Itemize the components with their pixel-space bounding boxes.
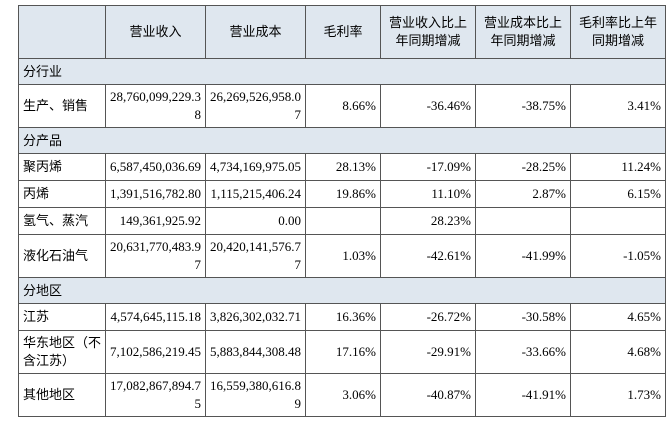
section-row: 分地区 xyxy=(18,277,666,304)
section-title: 分行业 xyxy=(18,58,666,85)
header-cell: 毛利率 xyxy=(305,5,381,59)
cell: 3,826,302,032.71 xyxy=(205,303,306,331)
cell: -36.46% xyxy=(380,84,476,128)
cell: 4,734,169,975.05 xyxy=(205,153,306,181)
cell: 5,883,844,308.48 xyxy=(205,330,306,374)
cell: 0.00 xyxy=(205,207,306,235)
cell: 16.36% xyxy=(305,303,381,331)
row-label: 液化石油气 xyxy=(18,234,106,278)
cell: 28.23% xyxy=(380,207,476,235)
row-label: 江苏 xyxy=(18,303,106,331)
cell: 20,631,770,483.97 xyxy=(105,234,206,278)
cell: 19.86% xyxy=(305,180,381,208)
cell xyxy=(475,207,571,235)
cell: -26.72% xyxy=(380,303,476,331)
cell: 3.41% xyxy=(570,84,666,128)
header-cell xyxy=(18,5,106,59)
header-cell: 营业收入比上年同期增减 xyxy=(380,5,476,59)
cell xyxy=(570,207,666,235)
header-cell: 毛利率比上年同期增减 xyxy=(570,5,666,59)
section-row: 分行业 xyxy=(18,58,666,85)
cell: -42.61% xyxy=(380,234,476,278)
cell: 4.65% xyxy=(570,303,666,331)
data-row: 江苏 4,574,645,115.18 3,826,302,032.71 16.36%… xyxy=(18,303,666,331)
cell: -33.66% xyxy=(475,330,571,374)
header-cell: 营业收入 xyxy=(105,5,206,59)
header-row: 营业收入 营业成本 毛利率 营业收入比上年同期增减 营业成本比上年同期增减 毛利率比上年同… xyxy=(18,5,666,59)
cell: 2.87% xyxy=(475,180,571,208)
cell: 8.66% xyxy=(305,84,381,128)
cell: 17,082,867,894.75 xyxy=(105,373,206,417)
cell: -41.99% xyxy=(475,234,571,278)
cell: -40.87% xyxy=(380,373,476,417)
section-row: 分产品 xyxy=(18,127,666,154)
cell: -17.09% xyxy=(380,153,476,181)
row-label: 聚丙烯 xyxy=(18,153,106,181)
data-row: 生产、销售 28,760,099,229.38 26,269,526,958.07 8… xyxy=(18,84,666,128)
data-row: 其他地区 17,082,867,894.75 16,559,380,616.89 3.… xyxy=(18,373,666,417)
cell: 1.03% xyxy=(305,234,381,278)
data-row: 聚丙烯 6,587,450,036.69 4,734,169,975.05 28.13… xyxy=(18,153,666,181)
data-row: 丙烯 1,391,516,782.80 1,115,215,406.24 19.86%… xyxy=(18,180,666,208)
cell: 6,587,450,036.69 xyxy=(105,153,206,181)
row-label: 其他地区 xyxy=(18,373,106,417)
cell: 28,760,099,229.38 xyxy=(105,84,206,128)
row-label: 丙烯 xyxy=(18,180,106,208)
section-title: 分产品 xyxy=(18,127,666,154)
section-title: 分地区 xyxy=(18,277,666,304)
header-cell: 营业成本比上年同期增减 xyxy=(475,5,571,59)
cell: 6.15% xyxy=(570,180,666,208)
row-label: 氢气、蒸汽 xyxy=(18,207,106,235)
cell: 1,115,215,406.24 xyxy=(205,180,306,208)
cell: 26,269,526,958.07 xyxy=(205,84,306,128)
cell: -1.05% xyxy=(570,234,666,278)
cell: 4.68% xyxy=(570,330,666,374)
cell: -41.91% xyxy=(475,373,571,417)
row-label: 生产、销售 xyxy=(18,84,106,128)
cell: -29.91% xyxy=(380,330,476,374)
cell xyxy=(305,207,381,235)
cell: 3.06% xyxy=(305,373,381,417)
row-label: 华东地区（不含江苏） xyxy=(18,330,106,374)
cell: 11.24% xyxy=(570,153,666,181)
cell: -38.75% xyxy=(475,84,571,128)
cell: 20,420,141,576.77 xyxy=(205,234,306,278)
cell: 7,102,586,219.45 xyxy=(105,330,206,374)
cell: 28.13% xyxy=(305,153,381,181)
cell: 16,559,380,616.89 xyxy=(205,373,306,417)
header-cell: 营业成本 xyxy=(205,5,306,59)
cell: 4,574,645,115.18 xyxy=(105,303,206,331)
table-body: 分行业 生产、销售 28,760,099,229.38 26,269,526,958.… xyxy=(18,58,666,417)
cell: 149,361,925.92 xyxy=(105,207,206,235)
cell: 11.10% xyxy=(380,180,476,208)
cell: 1,391,516,782.80 xyxy=(105,180,206,208)
data-table: 营业收入 营业成本 毛利率 营业收入比上年同期增减 营业成本比上年同期增减 毛利率比上年同… xyxy=(18,5,666,417)
data-row: 液化石油气 20,631,770,483.97 20,420,141,576.77 1… xyxy=(18,234,666,278)
data-row: 氢气、蒸汽 149,361,925.92 0.00 28.23% xyxy=(18,207,666,235)
cell: 1.73% xyxy=(570,373,666,417)
cell: 17.16% xyxy=(305,330,381,374)
cell: -28.25% xyxy=(475,153,571,181)
cell: -30.58% xyxy=(475,303,571,331)
data-row: 华东地区（不含江苏） 7,102,586,219.45 5,883,844,308.… xyxy=(18,330,666,374)
